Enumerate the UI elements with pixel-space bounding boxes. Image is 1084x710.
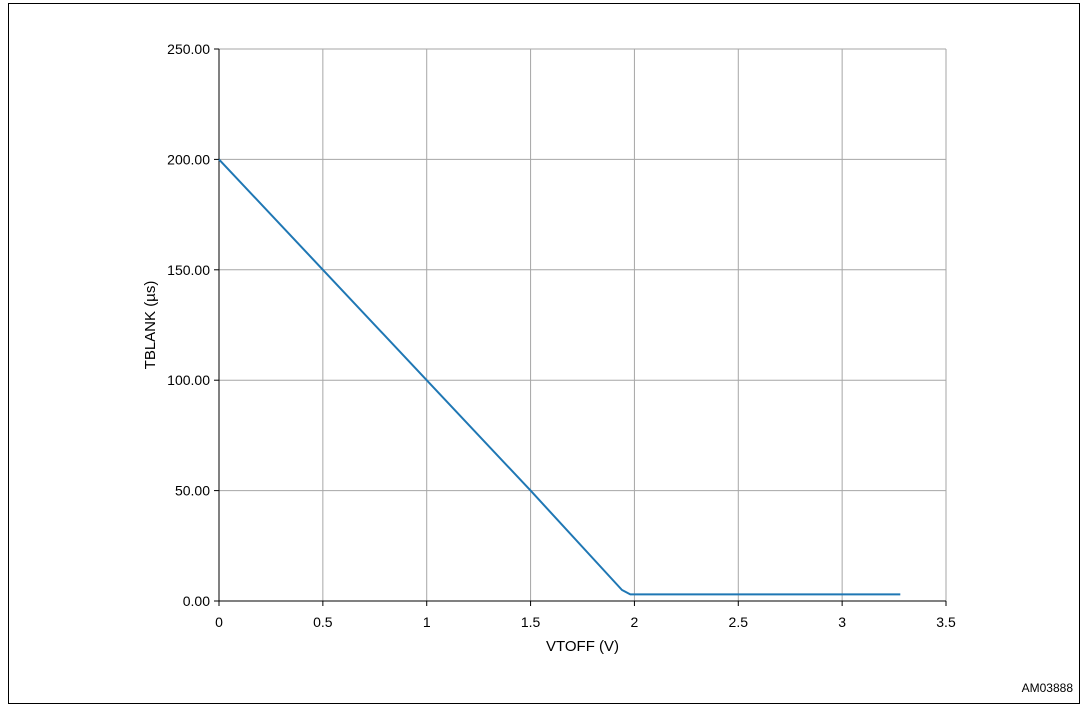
x-tick-label: 2 bbox=[631, 614, 639, 630]
grid bbox=[219, 48, 947, 601]
figure-id-label: AM03888 bbox=[1021, 681, 1073, 695]
series bbox=[218, 158, 901, 596]
x-tick-label: 0.5 bbox=[313, 614, 333, 630]
y-tick-label: 250.00 bbox=[167, 41, 210, 57]
x-axis-title: VTOFF (V) bbox=[546, 638, 619, 655]
y-axis-title: TBLANK (µs) bbox=[142, 281, 159, 370]
y-tick-label: 0.00 bbox=[183, 593, 210, 609]
x-tick-label: 3 bbox=[838, 614, 846, 630]
figure-frame: 0.00 50.00 100.00 150.00 200.00 250.00 0 0.5 1 1.… bbox=[8, 3, 1080, 704]
y-tick-label: 150.00 bbox=[167, 262, 210, 278]
x-tick-label: 1 bbox=[423, 614, 431, 630]
tick-labels: 0.00 50.00 100.00 150.00 200.00 250.00 0 0.5 1 1.… bbox=[167, 41, 956, 630]
axes bbox=[214, 48, 947, 606]
x-tick-label: 2.5 bbox=[729, 614, 749, 630]
line-chart: 0.00 50.00 100.00 150.00 200.00 250.00 0 0.5 1 1.… bbox=[142, 41, 956, 655]
x-tick-label: 0 bbox=[215, 614, 223, 630]
y-tick-label: 200.00 bbox=[167, 151, 210, 167]
y-tick-label: 50.00 bbox=[175, 483, 210, 499]
x-tick-label: 1.5 bbox=[521, 614, 541, 630]
x-tick-label: 3.5 bbox=[936, 614, 956, 630]
series-line bbox=[218, 158, 901, 596]
y-tick-label: 100.00 bbox=[167, 372, 210, 388]
